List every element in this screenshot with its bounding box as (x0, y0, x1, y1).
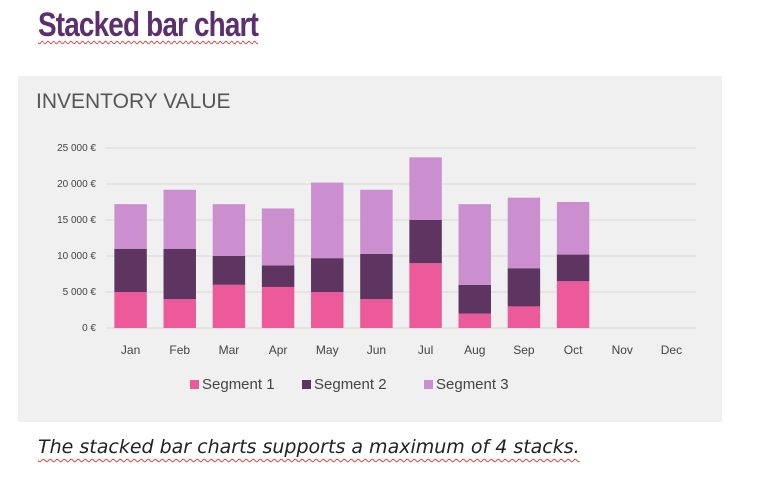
x-tick-label: Jun (367, 343, 386, 357)
legend-item: Segment 2 (302, 376, 387, 393)
legend: Segment 1 Segment 2 Segment 3 (190, 376, 509, 393)
legend-item: Segment 1 (190, 376, 275, 393)
bar-feb-segment-2 (163, 248, 196, 300)
x-tick-label: Mar (219, 343, 240, 357)
legend-label: Segment 1 (202, 376, 275, 393)
bar-feb-segment-1 (163, 299, 196, 328)
legend-swatch (302, 380, 311, 389)
legend-label: Segment 3 (436, 376, 509, 393)
x-tick-label: Dec (661, 343, 682, 357)
x-tick-label: Jul (418, 343, 433, 357)
x-tick-label: Apr (269, 343, 288, 357)
x-tick-label: May (316, 343, 339, 357)
bar-oct-segment-3 (556, 202, 590, 255)
y-tick-label: 25 000 € (57, 143, 96, 154)
x-tick-label: Sep (513, 343, 535, 357)
y-tick-label: 20 000 € (57, 179, 96, 190)
bar-jan-segment-2 (114, 248, 147, 292)
bar-feb-segment-3 (163, 189, 196, 249)
y-tick-label: 0 € (82, 323, 96, 334)
bar-oct-segment-1 (556, 281, 590, 328)
x-tick-label: Jan (121, 343, 140, 357)
y-tick-label: 15 000 € (57, 215, 96, 226)
bar-sep-segment-3 (507, 197, 541, 269)
x-tick-label: Feb (169, 343, 190, 357)
bar-sep-segment-1 (507, 306, 541, 328)
bar-jul-segment-3 (409, 157, 442, 220)
bar-jan-segment-3 (114, 204, 147, 249)
bar-mar-segment-1 (212, 284, 246, 328)
y-tick-label: 5 000 € (63, 287, 97, 298)
gridlines (106, 147, 696, 329)
bar-jun-segment-2 (360, 253, 393, 300)
bar-apr-segment-3 (261, 208, 295, 266)
bar-jul-segment-1 (409, 263, 442, 328)
bar-apr-segment-1 (261, 286, 295, 328)
x-tick-label: Oct (564, 343, 583, 357)
bar-aug-segment-1 (458, 313, 491, 328)
stacked-bar-chart: INVENTORY VALUE 0 € 5 000 € 10 000 € 15 000… (36, 90, 696, 393)
page-heading: Stacked bar chart (38, 6, 259, 44)
footer-note: The stacked bar charts supports a maximu… (38, 436, 580, 458)
chart-panel: INVENTORY VALUE 0 € 5 000 € 10 000 € 15 000… (18, 76, 722, 422)
y-tick-label: 10 000 € (57, 251, 96, 262)
bar-aug-segment-2 (458, 284, 491, 314)
bar-aug-segment-3 (458, 204, 491, 285)
bar-may-segment-1 (311, 292, 344, 328)
legend-item: Segment 3 (424, 376, 509, 393)
bar-jun-segment-3 (360, 189, 393, 254)
x-axis-tick-labels: Jan Feb Mar Apr May Jun Jul Aug Sep Oct Nov Dec (121, 343, 682, 357)
legend-swatch (190, 380, 199, 389)
bar-mar-segment-3 (212, 204, 246, 256)
bar-jun-segment-1 (360, 299, 393, 328)
bar-may-segment-2 (311, 258, 344, 292)
legend-swatch (424, 380, 433, 389)
bar-mar-segment-2 (212, 256, 246, 285)
legend-label: Segment 2 (314, 376, 387, 393)
bar-jan-segment-1 (114, 292, 147, 328)
x-tick-label: Aug (464, 343, 485, 357)
chart-title: INVENTORY VALUE (36, 90, 231, 113)
bars (114, 157, 590, 328)
bar-apr-segment-2 (261, 265, 295, 287)
x-tick-label: Nov (612, 343, 633, 357)
bar-sep-segment-2 (507, 268, 541, 307)
y-axis-tick-labels: 0 € 5 000 € 10 000 € 15 000 € 20 000 € 25 000… (57, 143, 96, 334)
bar-may-segment-3 (311, 182, 344, 259)
bar-oct-segment-2 (556, 254, 590, 282)
bar-jul-segment-2 (409, 220, 442, 264)
